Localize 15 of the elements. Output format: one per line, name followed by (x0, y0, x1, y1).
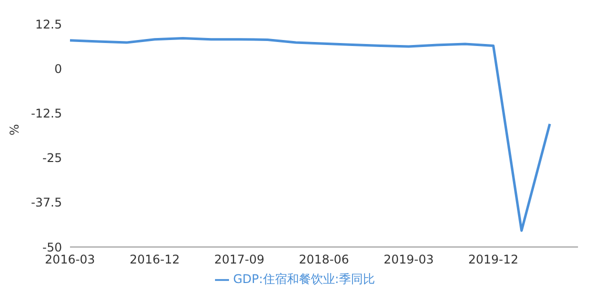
x-tick-label: 2019-03 (384, 252, 434, 267)
x-tick-label: 2017-09 (214, 252, 264, 267)
y-tick-label: 0 (54, 62, 62, 76)
x-tick-label: 2018-06 (298, 252, 350, 267)
x-tick-label: 2016-12 (130, 252, 180, 267)
y-tick-label: -25 (42, 151, 62, 166)
y-tick-label: -37.5 (30, 196, 62, 210)
y-tick-label: -12.5 (30, 106, 62, 120)
y-axis-title: % (7, 124, 22, 136)
x-tick-label: 2019-12 (468, 252, 518, 267)
legend-label: GDP:住宿和餐饮业:季同比 (233, 272, 375, 286)
x-tick-label: 2016-03 (44, 252, 96, 267)
y-tick-label: 12.5 (35, 17, 62, 32)
line-series (68, 37, 552, 232)
y-tick-label: -50 (42, 240, 62, 254)
